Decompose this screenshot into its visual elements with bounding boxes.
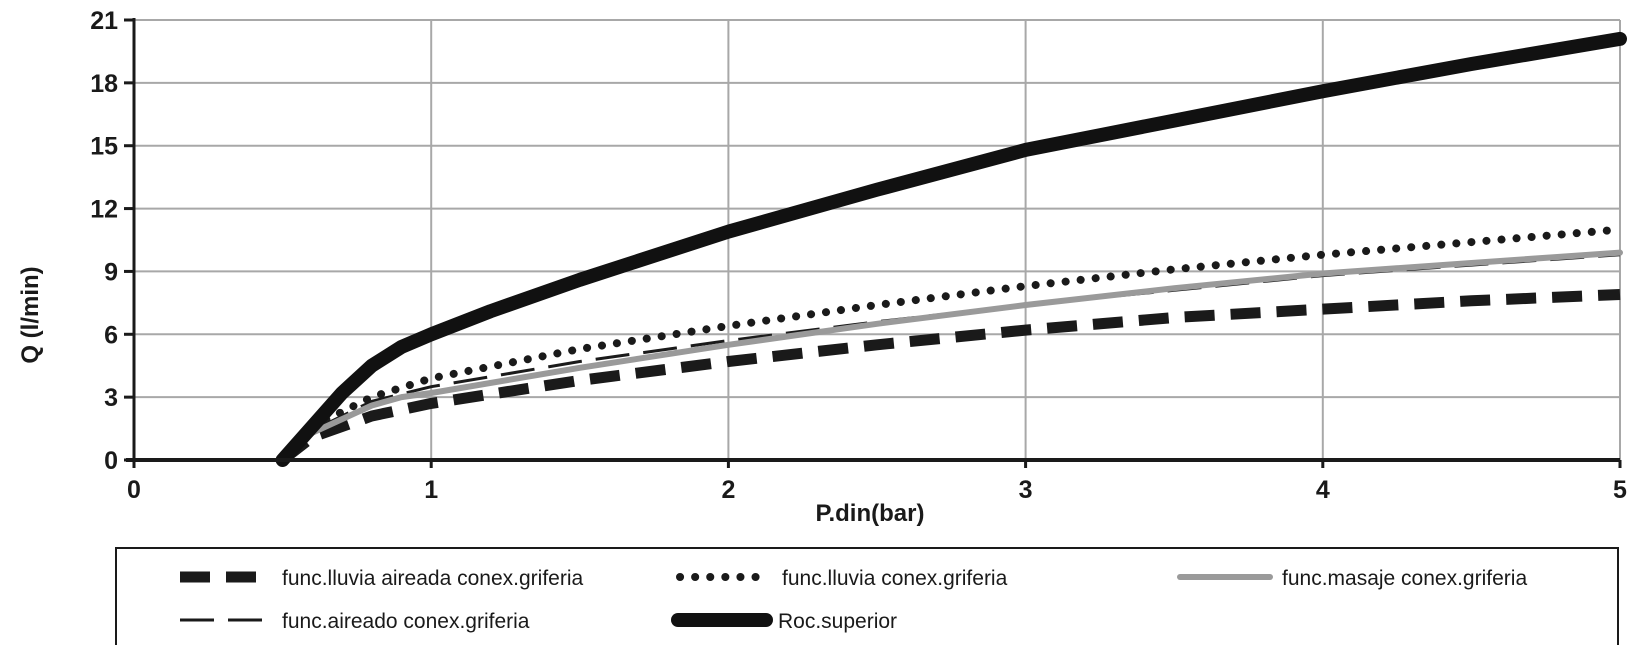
legend-label-3: func.masaje conex.griferia [1282,567,1527,590]
y-tick-label: 21 [90,7,118,35]
legend-label-2: func.lluvia conex.griferia [782,567,1008,590]
legend-label-4: func.aireado conex.griferia [282,610,530,633]
y-tick-label: 3 [104,384,118,412]
series-line-4 [281,253,1621,462]
series-line-3 [279,249,1623,463]
y-tick-label: 15 [90,133,118,161]
y-tick-label: 6 [104,321,118,349]
legend-box [115,547,1619,645]
chart-axes [124,18,1622,468]
y-tick-label: 18 [90,70,118,98]
chart-legend: func.lluvia aireada conex.griferia func.l… [115,547,1619,645]
series-line-2 [278,225,1624,464]
chart-grid [134,19,1621,460]
y-axis-label: Q (l/min) [17,266,44,363]
y-tick-label: 9 [104,258,118,286]
y-tick-label: 12 [90,196,118,224]
legend-label-1: func.lluvia aireada conex.griferia [282,567,583,590]
x-tick-label: 4 [1316,476,1330,504]
x-tick-label: 5 [1613,476,1627,504]
x-tick-label: 1 [424,476,438,504]
legend-label-5: Roc.superior [778,610,897,633]
x-axis-label: P.din(bar) [816,500,925,527]
x-tick-label: 0 [127,476,141,504]
x-tick-label: 3 [1019,476,1033,504]
y-tick-label: 0 [104,447,118,475]
chart-series [275,31,1627,467]
series-line-1 [279,289,1621,465]
series-line-5 [275,31,1627,467]
x-tick-label: 2 [721,476,735,504]
